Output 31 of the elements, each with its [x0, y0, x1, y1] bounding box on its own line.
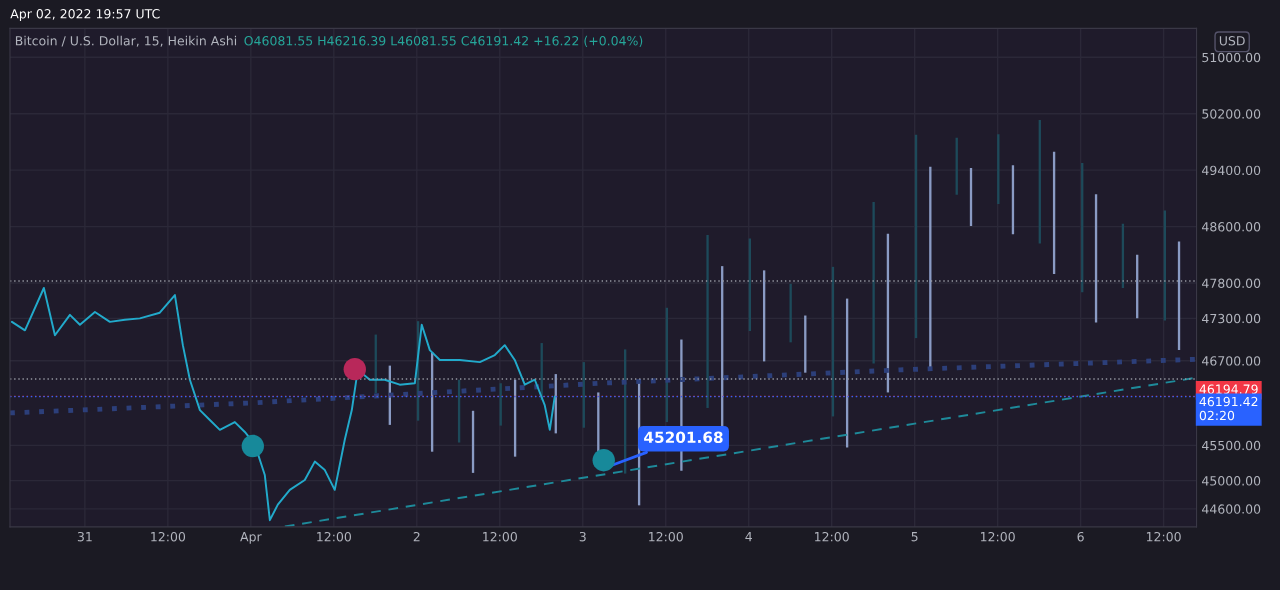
x-tick-label: 5 — [911, 532, 918, 542]
x-tick-label: 2 — [413, 531, 420, 542]
y-tick-label: 46700.00 — [1202, 356, 1261, 366]
x-tick-label: 12:00 — [815, 531, 849, 542]
y-tick-label: 51000.00 — [1202, 52, 1261, 63]
x-tick-label: 12:00 — [1146, 531, 1181, 542]
x-tick-label: 12:00 — [151, 531, 186, 542]
x-tick-label: 12:00 — [483, 531, 517, 542]
x-tick-label: 12:00 — [317, 531, 351, 542]
x-tick-label: 31 — [77, 531, 92, 542]
ref-line-label: 46194.79 — [1199, 384, 1258, 394]
x-tick-label: 6 — [1077, 531, 1084, 542]
x-tick-label: Apr — [240, 532, 262, 544]
y-tick-label: 47300.00 — [1202, 313, 1261, 324]
x-tick-label: 12:00 — [649, 531, 683, 542]
y-tick-label: 47800.00 — [1202, 278, 1261, 288]
y-tick-label: 48600.00 — [1202, 222, 1261, 232]
y-tick-label: 45000.00 — [1202, 476, 1261, 486]
text: Bitcoin / U.S. Dollar, 15, Heikin Ashi — [15, 35, 237, 47]
y-axis-title: USD — [1219, 36, 1245, 46]
y-tick-label: 44600.00 — [1202, 504, 1261, 514]
y-tick-label: 49400.00 — [1202, 165, 1261, 176]
text: O46081.55 H46216.39 L46081.55 C46191.42 +16.22 (+0.04%) — [244, 35, 643, 47]
text: Apr 02, 2022 19:57 UTC — [10, 9, 160, 21]
x-tick-label: 3 — [579, 531, 586, 542]
ref-line-label: 46191.42 02:20 — [1199, 396, 1258, 421]
annotation: 45201.68 — [644, 431, 723, 444]
x-tick-label: 12:00 — [980, 531, 1015, 542]
y-tick-label: 45500.00 — [1202, 440, 1261, 451]
y-tick-label: 50200.00 — [1202, 109, 1261, 119]
x-tick-label: 4 — [745, 532, 752, 542]
